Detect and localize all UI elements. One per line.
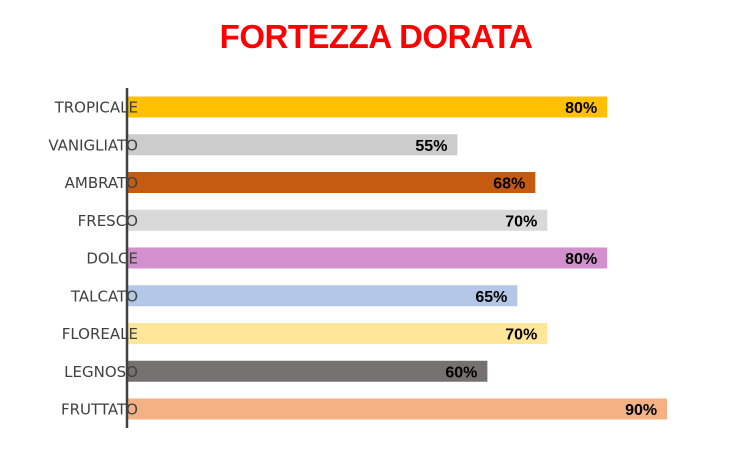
data-label: 70% bbox=[505, 213, 537, 230]
bar-tropicale bbox=[128, 96, 608, 118]
data-label: 90% bbox=[625, 402, 657, 419]
data-label: 80% bbox=[565, 100, 597, 117]
data-label: 65% bbox=[475, 289, 507, 306]
data-label: 55% bbox=[415, 138, 447, 155]
chart-title: FORTEZZA DORATA bbox=[219, 18, 533, 55]
bar-fruttato bbox=[128, 398, 668, 420]
bar-ambrato bbox=[128, 172, 536, 193]
bar-dolce bbox=[128, 247, 608, 269]
data-label: 68% bbox=[493, 176, 525, 193]
bar-talcato bbox=[128, 285, 518, 307]
bar-legnoso bbox=[128, 360, 488, 382]
bar-floreale bbox=[128, 323, 548, 344]
data-label: 70% bbox=[505, 327, 537, 344]
category-label: TROPICALE bbox=[54, 99, 138, 117]
data-label: 80% bbox=[565, 251, 597, 268]
category-label: AMBRATO bbox=[65, 174, 138, 192]
data-label: 60% bbox=[445, 364, 477, 381]
category-label: DOLCE bbox=[86, 250, 138, 268]
bar-fresco bbox=[128, 209, 548, 231]
category-label: FLOREALE bbox=[62, 325, 138, 343]
category-label: LEGNOSO bbox=[64, 363, 138, 381]
category-label: VANIGLIATO bbox=[48, 136, 138, 154]
category-label: FRESCO bbox=[78, 212, 138, 230]
category-label: TALCATO bbox=[70, 287, 138, 305]
bar-vanigliato bbox=[128, 134, 458, 156]
category-label: FRUTTATO bbox=[61, 401, 138, 419]
